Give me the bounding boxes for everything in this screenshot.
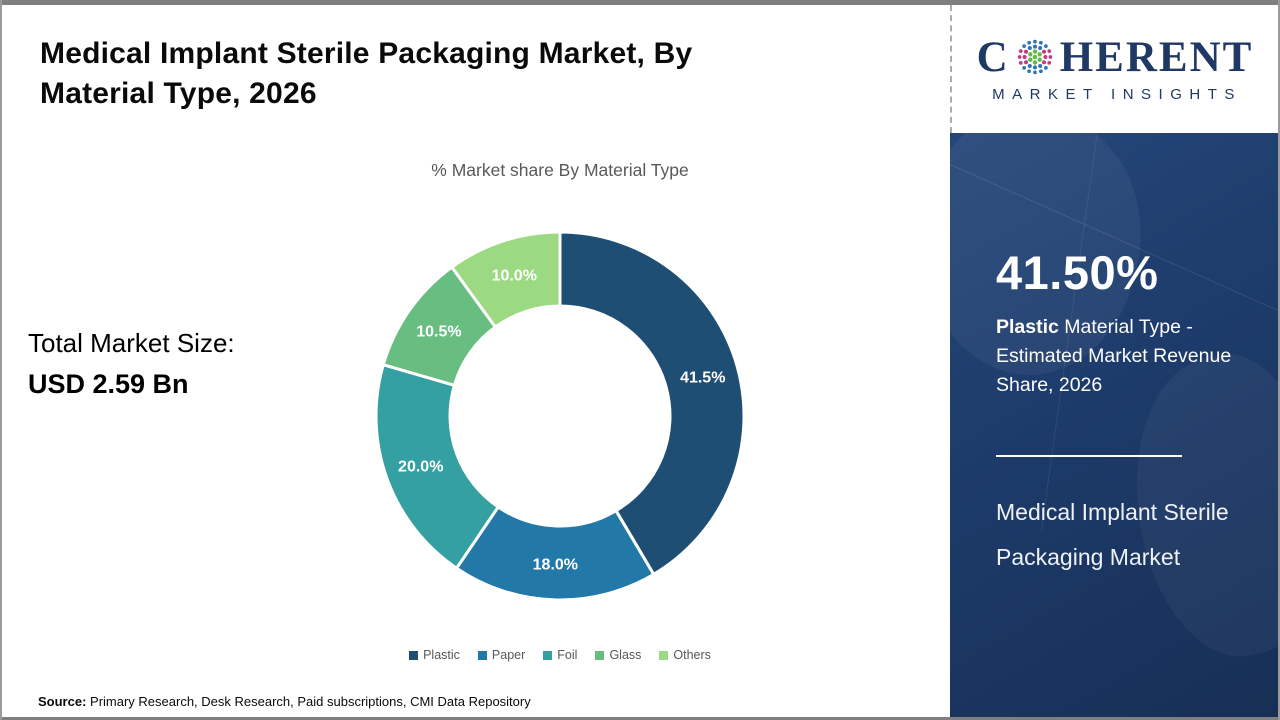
right-frame-bar [1278,0,1280,720]
globe-dot [1027,52,1033,57]
globe-dot [1037,64,1042,69]
logo-word-rest: HERENT [1059,33,1254,81]
total-market-size-label: Total Market Size: [28,328,235,358]
globe-dot [1021,44,1026,48]
page-title-line2: Material Type, 2026 [40,77,317,110]
globe-dot [1043,66,1048,70]
globe-dot [1043,55,1048,59]
globe-dot [1023,49,1028,54]
legend-swatch [477,650,487,660]
globe-dot [1048,55,1052,59]
legend-swatch [543,650,553,660]
globe-dot [1026,40,1031,45]
sidebar-market-name: Medical Implant Sterile Packaging Market [996,499,1229,570]
globe-dot [1021,66,1026,70]
globe-dot [1032,49,1037,54]
coherent-globe-icon [1017,39,1052,75]
sidebar-divider [996,455,1182,457]
legend-swatch [595,650,605,660]
left-frame-bar [0,0,2,720]
coherent-logo-wordmark: C HERENT [977,35,1254,79]
globe-dot [1038,69,1043,74]
total-market-size-value: USD 2.59 Bn [28,369,189,399]
donut-segment-foil [374,362,501,571]
donut-chart: 41.5% 18.0% 20.0% 10.5% 10.0% [374,230,746,602]
globe-dot [1037,52,1042,57]
sidebar-content: 41.50% Plastic Material Type - Estimated… [950,133,1278,580]
globe-dot [1047,49,1051,53]
globe-dot [1027,64,1032,69]
globe-dot [1027,45,1032,50]
slice-label-others: 10.0% [492,268,537,285]
globe-dot [1023,60,1028,65]
highlight-caption: Plastic Material Type - Estimated Market… [996,313,1236,400]
legend-label: Others [673,648,711,662]
globe-dot [1038,40,1043,45]
slice-label-plastic: 41.5% [680,369,725,386]
globe-dot [1026,69,1031,74]
legend-item-others: Others [659,648,711,662]
highlight-caption-bold: Plastic [996,316,1059,338]
source-note: Source: Primary Research, Desk Research,… [38,694,531,709]
legend-item-foil: Foil [543,648,577,662]
slice-label-glass: 10.5% [416,323,461,340]
bottom-frame-bar [0,717,1280,720]
legend-item-plastic: Plastic [409,648,460,662]
logo-letter-c: C [976,33,1010,81]
globe-dot [1032,39,1037,44]
donut-segment-others [449,230,562,330]
globe-dot [1018,61,1023,65]
globe-dot [1018,49,1023,53]
globe-dot [1032,65,1037,70]
chart-legend: Plastic Paper Foil Glass Others [170,648,950,662]
globe-dot [1022,55,1027,59]
legend-item-paper: Paper [477,648,526,662]
legend-swatch [409,650,419,660]
coherent-logo-tagline: MARKET INSIGHTS [992,86,1242,103]
highlight-caption-rest: Material Type - Estimated Market Revenue… [996,316,1232,396]
source-label: Source: [38,694,87,709]
highlight-sidebar: 41.50% Plastic Material Type - Estimated… [950,133,1278,717]
slice-label-paper: 18.0% [533,556,578,573]
globe-dot [1041,49,1046,54]
legend-item-glass: Glass [595,648,641,662]
legend-label: Paper [491,648,526,662]
legend-label: Plastic [423,648,460,662]
page-title: Medical Implant Sterile Packaging Market… [40,34,900,114]
globe-dot [1032,60,1037,65]
coherent-logo: C HERENT MARKET INSIGHTS [950,5,1278,133]
globe-dot [1047,61,1051,65]
globe-dot [1032,44,1037,49]
globe-dot [1027,57,1033,62]
legend-label: Foil [557,648,578,662]
legend-label: Glass [609,648,642,662]
source-text: Primary Research, Desk Research, Paid su… [86,694,531,709]
donut-segment-plastic [558,230,746,577]
slice-label-foil: 20.0% [398,459,443,476]
chart-subtitle: % Market share By Material Type [431,160,689,180]
globe-dot [1043,44,1048,48]
globe-dot [1037,45,1042,50]
legend-swatch [659,650,669,660]
globe-dot [1017,55,1022,59]
globe-dot [1032,70,1037,75]
total-market-size-block: Total Market Size: USD 2.59 Bn [28,328,235,400]
top-frame-bar [0,0,1280,5]
highlight-percentage: 41.50% [996,246,1159,299]
globe-dot [1041,60,1046,65]
globe-dot [1032,54,1038,60]
page-title-line1: Medical Implant Sterile Packaging Market… [40,37,693,70]
globe-dot [1037,57,1042,62]
